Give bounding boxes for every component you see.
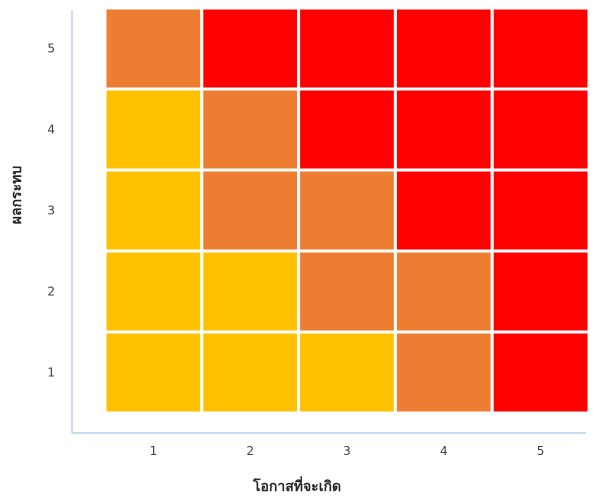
x-tick-label: 1 [150,444,158,458]
heatmap-cell-y3-x1 [103,168,204,253]
axes [71,10,586,434]
y-tick-label: 3 [47,204,55,218]
heatmap-cell-y1-x1 [103,330,204,415]
heatmap-cell-y5-x1 [103,6,204,91]
y-tick-label: 5 [47,42,55,56]
x-axis-title: โอกาสที่จะเกิด [252,476,341,495]
heatmap-cell-y2-x1 [103,249,204,334]
heatmap-cells [103,6,591,415]
x-tick-label: 4 [440,444,448,458]
heatmap-cell-y4-x2 [200,87,301,172]
heatmap-cell-y3-x5 [490,168,591,253]
heatmap-cell-y1-x5 [490,330,591,415]
heatmap-cell-y3-x4 [393,168,494,253]
heatmap-cell-y2-x2 [200,249,301,334]
heatmap-cell-y4-x4 [393,87,494,172]
heatmap-cell-y5-x5 [490,6,591,91]
x-tick-label: 2 [246,444,254,458]
y-tick-label: 2 [47,285,55,299]
y-axis-tick-labels: 5 4 3 2 1 [47,42,55,380]
y-axis-title: ผลกระทบ [9,166,25,225]
heatmap-cell-y5-x3 [297,6,397,91]
heatmap-cell-y1-x4 [393,330,494,415]
x-axis-tick-labels: 1 2 3 4 5 [150,444,545,458]
heatmap-cell-y1-x3 [297,330,397,415]
heatmap-cell-y4-x3 [297,87,397,172]
heatmap-cell-y5-x4 [393,6,494,91]
heatmap-cell-y3-x2 [200,168,301,253]
x-tick-label: 5 [537,444,545,458]
heatmap-cell-y5-x2 [200,6,301,91]
heatmap-cell-y3-x3 [297,168,397,253]
heatmap-cell-y4-x1 [103,87,204,172]
heatmap-cell-y2-x3 [297,249,397,334]
heatmap-cell-y2-x4 [393,249,494,334]
x-tick-label: 3 [343,444,351,458]
heatmap-cell-y2-x5 [490,249,591,334]
y-tick-label: 4 [47,123,55,137]
y-tick-label: 1 [47,366,55,380]
heatmap-cell-y1-x2 [200,330,301,415]
heatmap-cell-y4-x5 [490,87,591,172]
